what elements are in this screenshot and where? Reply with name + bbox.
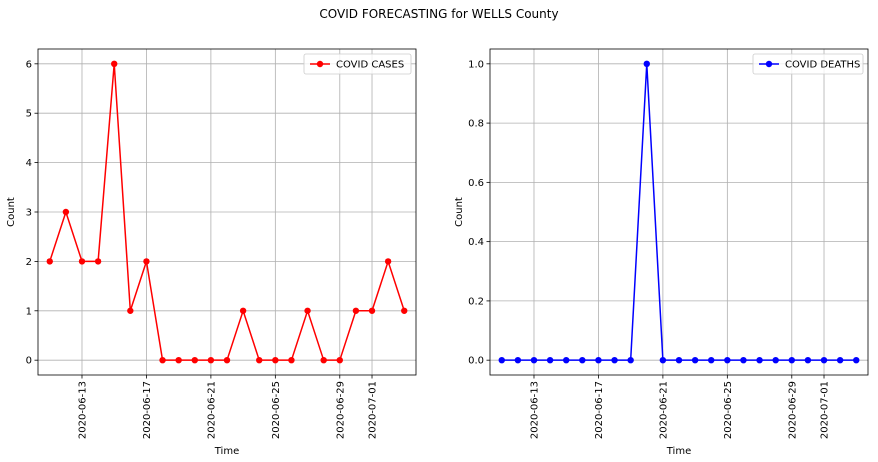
deaths-data-point (514, 356, 522, 364)
deaths-y-tick-label: 0.0 (468, 356, 484, 367)
cases-data-point (272, 356, 279, 364)
cases-legend-box (303, 53, 412, 75)
deaths-legend: COVID DEATHS (752, 53, 864, 75)
deaths-data-point (563, 356, 570, 364)
cases-data-point (191, 356, 198, 364)
cases-chart: 2020-06-13 2020-06-17 2020-06-21 2020-06-25… (6, 48, 417, 457)
cases-y-tick-label: 1 (26, 306, 32, 317)
cases-x-axis-label: Time (214, 446, 239, 457)
cases-y-tick-label: 0 (26, 356, 32, 367)
deaths-data-point (772, 356, 779, 364)
cases-data-point (143, 258, 150, 265)
deaths-x-tick-label: 2020-06-29 (787, 381, 798, 439)
deaths-chart: 2020-06-13 2020-06-17 2020-06-21 2020-06-25… (454, 48, 869, 457)
cases-y-tick-label: 5 (26, 109, 32, 120)
cases-data-point (384, 258, 392, 265)
cases-x-tick-label: 2020-07-01 (368, 381, 379, 439)
deaths-legend-box (752, 53, 864, 75)
deaths-legend-label: COVID DEATHS (785, 60, 860, 71)
deaths-series-line (501, 63, 857, 361)
cases-data-point (175, 356, 182, 364)
cases-y-tick-label: 4 (26, 158, 32, 169)
deaths-x-tick-label: 2020-06-17 (594, 381, 605, 439)
cases-legend-marker (316, 60, 324, 68)
deaths-data-point (546, 356, 554, 364)
deaths-data-point (788, 356, 795, 364)
deaths-data-point (659, 356, 667, 364)
deaths-data-point (498, 356, 505, 364)
cases-data-point (239, 307, 247, 314)
deaths-y-tick-label: 0.6 (468, 178, 484, 189)
deaths-data-point (756, 356, 763, 364)
deaths-data-point (820, 356, 828, 364)
cases-data-point (288, 356, 295, 364)
deaths-x-tick-label: 2020-07-01 (820, 381, 831, 439)
deaths-data-point (643, 60, 650, 68)
deaths-data-point (530, 356, 538, 364)
deaths-y-tick-label: 0.8 (468, 119, 484, 130)
cases-legend-label: COVID CASES (336, 60, 404, 71)
cases-y-tick-label: 3 (26, 208, 32, 219)
deaths-x-axis-label: Time (666, 446, 691, 457)
deaths-data-point (691, 356, 699, 364)
cases-data-point (401, 307, 408, 314)
deaths-data-point (611, 356, 618, 364)
cases-y-tick-label: 6 (26, 59, 32, 70)
deaths-data-point (740, 356, 747, 364)
cases-x-tick-label: 2020-06-17 (142, 381, 153, 439)
cases-x-tick-label: 2020-06-29 (335, 381, 346, 439)
cases-y-axis-label: Count (6, 197, 17, 227)
deaths-y-tick-label: 0.4 (468, 237, 484, 248)
cases-data-point (352, 307, 360, 314)
cases-data-point (127, 307, 134, 314)
cases-x-tick-label: 2020-06-25 (271, 381, 282, 439)
deaths-grid (490, 49, 868, 375)
figure-title: COVID FORECASTING for WELLS County (319, 7, 558, 21)
deaths-data-point (853, 356, 860, 364)
deaths-y-axis-label: Count (454, 197, 465, 227)
deaths-data-point (708, 356, 715, 364)
deaths-data-point (675, 356, 683, 364)
deaths-y-tick-label: 0.2 (468, 296, 484, 307)
cases-data-point (320, 356, 327, 364)
cases-data-point (304, 307, 311, 314)
cases-grid (38, 49, 416, 375)
deaths-x-tick-label: 2020-06-25 (723, 381, 734, 439)
deaths-data-point (724, 356, 731, 364)
cases-data-point (223, 356, 231, 364)
deaths-plot-frame (489, 48, 869, 376)
deaths-data-point (595, 356, 602, 364)
cases-data-point (94, 258, 102, 265)
cases-x-tick-label: 2020-06-21 (206, 381, 217, 439)
deaths-x-tick-label: 2020-06-21 (658, 381, 669, 439)
cases-data-point (62, 208, 70, 216)
deaths-legend-marker (765, 60, 773, 68)
deaths-data-point (579, 356, 586, 364)
cases-data-point (78, 258, 86, 265)
deaths-data-point (836, 356, 844, 364)
deaths-x-tick-label: 2020-06-13 (529, 381, 540, 439)
cases-data-point (46, 258, 53, 265)
cases-y-tick-label: 2 (26, 257, 32, 268)
cases-data-point (368, 307, 376, 314)
deaths-y-tick-label: 1.0 (468, 59, 484, 70)
cases-legend: COVID CASES (303, 53, 412, 75)
cases-data-point (256, 356, 263, 364)
deaths-data-point (804, 356, 812, 364)
deaths-data-point (627, 356, 634, 364)
cases-data-point (111, 60, 118, 68)
cases-data-point (159, 356, 166, 364)
cases-data-point (336, 356, 343, 364)
cases-x-tick-label: 2020-06-13 (77, 381, 88, 439)
cases-data-point (207, 356, 215, 364)
